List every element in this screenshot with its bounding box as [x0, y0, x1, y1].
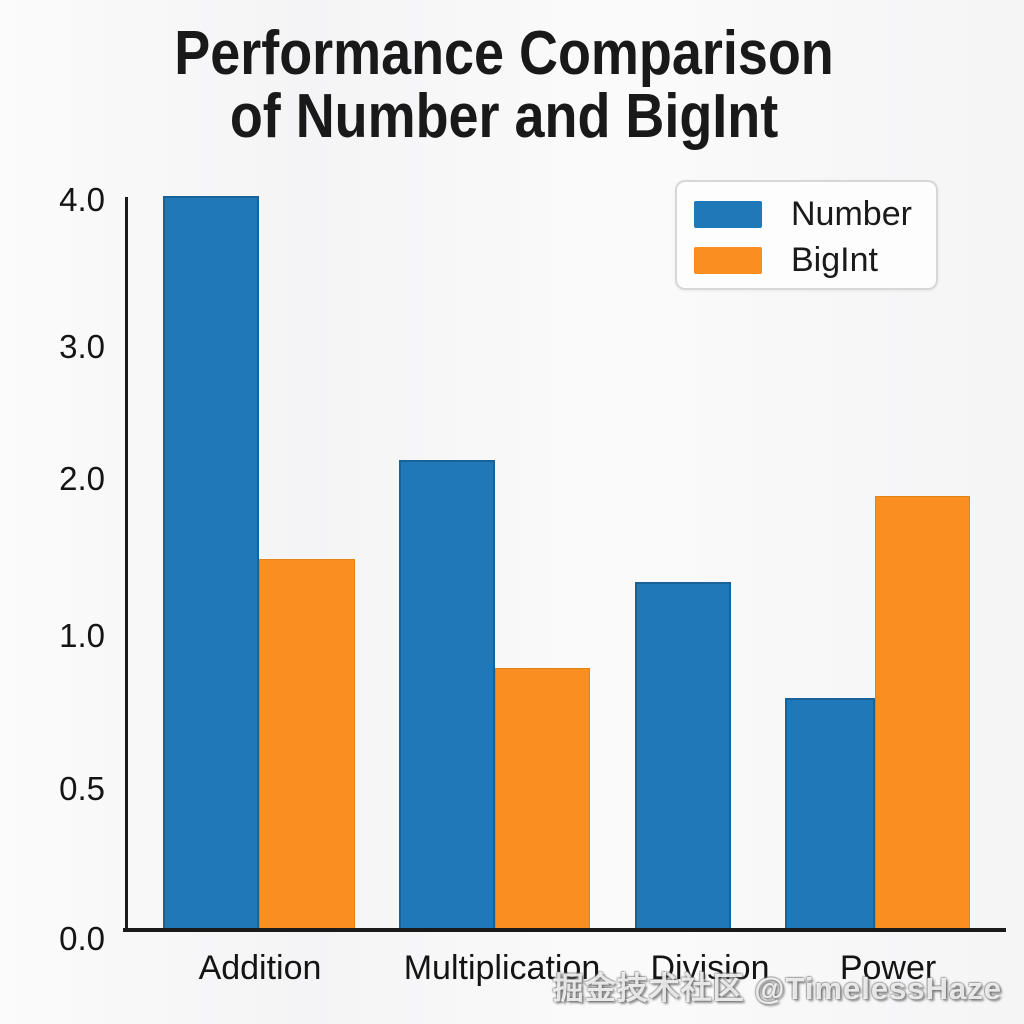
chart-title-line1: Performance Comparison	[174, 19, 834, 88]
y-tick-label-0.0: 0.0	[59, 920, 105, 957]
x-label-division: Division	[650, 949, 770, 987]
x-axis-line	[123, 928, 1006, 932]
bar-multiplication-number	[399, 460, 495, 930]
x-label-addition: Addition	[198, 949, 322, 987]
legend-label-bigint: BigInt	[791, 240, 878, 279]
bar-power-number	[785, 698, 875, 930]
bar-addition-bigint	[259, 559, 355, 930]
y-tick-label-0.5: 0.5	[59, 770, 105, 807]
legend-label-number: Number	[791, 194, 912, 233]
bar-division-number	[635, 582, 731, 930]
x-label-multiplication: Multiplication	[403, 949, 601, 987]
x-label-power: Power	[839, 949, 937, 987]
bar-power-bigint	[875, 496, 970, 930]
chart-title: Performance Comparison of Number and Big…	[66, 22, 943, 148]
chart-title-line2: of Number and BigInt	[229, 82, 779, 151]
legend-item-number: Number	[694, 194, 936, 233]
y-tick-label-2.0: 2.0	[59, 460, 105, 497]
legend-swatch-bigint	[694, 246, 762, 274]
bar-addition-number	[163, 196, 259, 930]
y-tick-label-3.0: 3.0	[59, 328, 105, 365]
y-axis-line	[125, 197, 128, 932]
y-tick-label-1.0: 1.0	[59, 617, 105, 654]
y-tick-label-4.0: 4.0	[59, 181, 105, 218]
watermark-text: 掘金技术社区 @TimelessHaze	[552, 971, 1002, 1006]
bar-multiplication-bigint	[495, 668, 590, 930]
legend-swatch-number	[694, 200, 762, 228]
legend-item-bigint: BigInt	[694, 240, 936, 279]
legend: Number BigInt	[675, 180, 938, 290]
